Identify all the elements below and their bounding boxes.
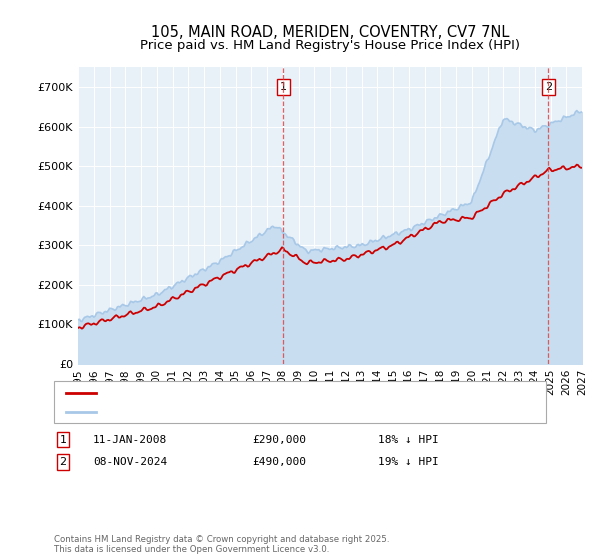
Text: 19% ↓ HPI: 19% ↓ HPI (378, 457, 439, 467)
Text: 1: 1 (59, 435, 67, 445)
Text: 2: 2 (59, 457, 67, 467)
Text: 2: 2 (545, 82, 552, 92)
Text: 1: 1 (280, 82, 287, 92)
Text: Price paid vs. HM Land Registry's House Price Index (HPI): Price paid vs. HM Land Registry's House … (140, 39, 520, 52)
Text: 105, MAIN ROAD, MERIDEN, COVENTRY, CV7 7NL (detached house): 105, MAIN ROAD, MERIDEN, COVENTRY, CV7 7… (102, 389, 476, 398)
Text: 11-JAN-2008: 11-JAN-2008 (93, 435, 167, 445)
Text: £490,000: £490,000 (252, 457, 306, 467)
Text: HPI: Average price, detached house, Solihull: HPI: Average price, detached house, Soli… (102, 407, 349, 417)
Text: £290,000: £290,000 (252, 435, 306, 445)
Text: 105, MAIN ROAD, MERIDEN, COVENTRY, CV7 7NL: 105, MAIN ROAD, MERIDEN, COVENTRY, CV7 7… (151, 25, 509, 40)
Text: 08-NOV-2024: 08-NOV-2024 (93, 457, 167, 467)
Text: 18% ↓ HPI: 18% ↓ HPI (378, 435, 439, 445)
Text: Contains HM Land Registry data © Crown copyright and database right 2025.
This d: Contains HM Land Registry data © Crown c… (54, 535, 389, 554)
